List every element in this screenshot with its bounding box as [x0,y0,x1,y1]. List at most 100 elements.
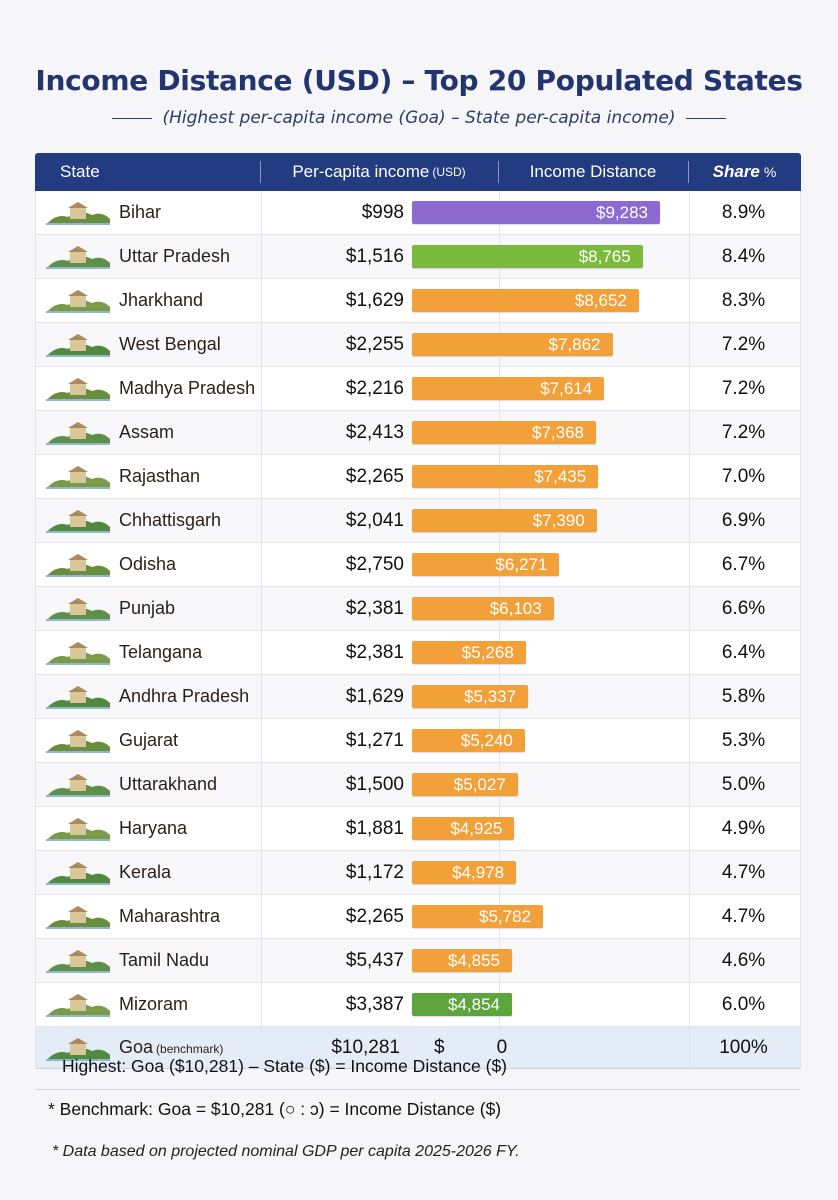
header-state-label: State [60,162,100,181]
income-distance-label: $4,925 [450,819,503,838]
header-distance: Income Distance [498,153,688,191]
share-percent: 100% [719,1037,768,1058]
per-capita-income: $2,413 [345,422,404,443]
state-name: Assam [119,422,175,442]
share-percent: 5.8% [721,686,766,707]
state-name: West Bengal [119,334,221,354]
share-percent: 6.6% [721,598,766,619]
per-capita-income: $1,172 [345,862,404,883]
share-percent: 7.2% [721,422,766,443]
column-divider [689,895,690,938]
column-divider [689,191,690,234]
state-name: Uttarakhand [119,774,218,794]
column-divider [261,455,262,498]
column-divider [689,455,690,498]
income-distance-bar: $7,390 [412,509,597,532]
per-capita-income: $1,881 [345,818,404,839]
landmark-illustration-icon [46,510,110,533]
income-distance-bar: $5,240 [412,729,525,752]
benchmark-note: * Benchmark: Goa = $10,281 (○ : ↄ) = Inc… [48,1099,502,1119]
share-percent: 8.9% [721,202,766,223]
table-row: Bihar $998 $9,283 8.9% [36,191,800,235]
header-share: Share% [688,153,801,191]
column-divider [689,543,690,586]
column-divider [261,851,262,894]
per-capita-income: $2,216 [345,378,404,399]
landmark-illustration-icon [46,818,110,841]
table-row: Punjab $2,381 $6,103 6.6% [36,587,800,631]
column-divider [689,411,690,454]
header-share-unit: % [763,164,777,180]
landmark-illustration-icon [46,686,110,709]
column-divider [261,587,262,630]
benchmark-distance: $0 [434,1027,507,1068]
landmark-illustration-icon [46,554,110,577]
source-note: * Data based on projected nominal GDP pe… [52,1143,520,1160]
state-name: Bihar [119,202,162,222]
income-distance-bar: $9,283 [412,201,660,224]
share-percent: 4.9% [721,818,766,839]
column-divider [261,499,262,542]
landmark-illustration-icon [46,334,110,357]
per-capita-income: $2,381 [345,642,404,663]
table-row: Maharashtra $2,265 $5,782 4.7% [36,895,800,939]
landmark-illustration-icon [46,1038,110,1061]
column-divider [261,719,262,762]
income-distance-label: $4,855 [448,951,500,970]
per-capita-income: $2,041 [345,510,404,531]
divider [35,1089,801,1090]
share-percent: 6.0% [721,994,766,1015]
share-percent: 4.7% [721,906,766,927]
per-capita-income: $2,750 [345,554,404,575]
per-capita-income: $2,381 [345,598,404,619]
income-distance-label: $8,652 [574,291,627,310]
per-capita-income: $2,265 [345,466,404,487]
income-distance-label: $7,862 [548,335,601,354]
column-divider [261,1027,262,1068]
column-divider [689,323,690,366]
income-distance-bar: $7,862 [412,333,613,356]
state-name: Rajasthan [119,466,201,486]
share-percent: 6.7% [721,554,766,575]
income-distance-bar: $6,271 [412,553,560,576]
income-distance-bar: $5,027 [412,773,518,796]
share-percent: 8.4% [721,246,766,267]
landmark-illustration-icon [46,246,110,269]
header-pci-label: Per-capita income [292,162,430,181]
page-title: Income Distance (USD) – Top 20 Populated… [35,64,803,97]
column-divider [261,675,262,718]
state-name: Haryana [119,818,188,838]
income-distance-label: $8,765 [578,247,631,266]
landmark-illustration-icon [46,730,110,753]
income-distance-label: $5,027 [453,775,506,794]
column-divider [689,279,690,322]
income-distance-label: $5,240 [460,731,513,750]
state-name: Gujarat [119,730,179,750]
column-divider [689,983,690,1026]
income-distance-bar: $6,103 [412,597,554,620]
column-divider [689,235,690,278]
table-row: Uttarakhand $1,500 $5,027 5.0% [36,763,800,807]
state-name: Chhattisgarh [119,510,222,530]
column-divider [689,631,690,674]
table-row: Chhattisgarh $2,041 $7,390 6.9% [36,499,800,543]
header-state: State [35,153,260,191]
column-divider [261,235,262,278]
benchmark-distance-value: 0 [496,1037,508,1058]
subtitle-text: (Highest per-capita income (Goa) – State… [162,108,676,128]
state-name: Kerala [119,862,172,882]
table-row: Uttar Pradesh $1,516 $8,765 8.4% [36,235,800,279]
income-distance-bar: $5,337 [412,685,529,708]
share-percent: 7.2% [721,378,766,399]
header-share-label: Share [712,162,760,181]
share-percent: 5.0% [721,774,766,795]
landmark-illustration-icon [46,466,110,489]
column-divider [261,411,262,454]
share-percent: 4.7% [721,862,766,883]
page-subtitle: (Highest per-capita income (Goa) – State… [0,108,838,128]
per-capita-income: $3,387 [345,994,404,1015]
table-row: Rajasthan $2,265 $7,435 7.0% [36,455,800,499]
income-distance-label: $7,614 [540,379,593,398]
income-distance-label: $9,283 [596,203,648,222]
